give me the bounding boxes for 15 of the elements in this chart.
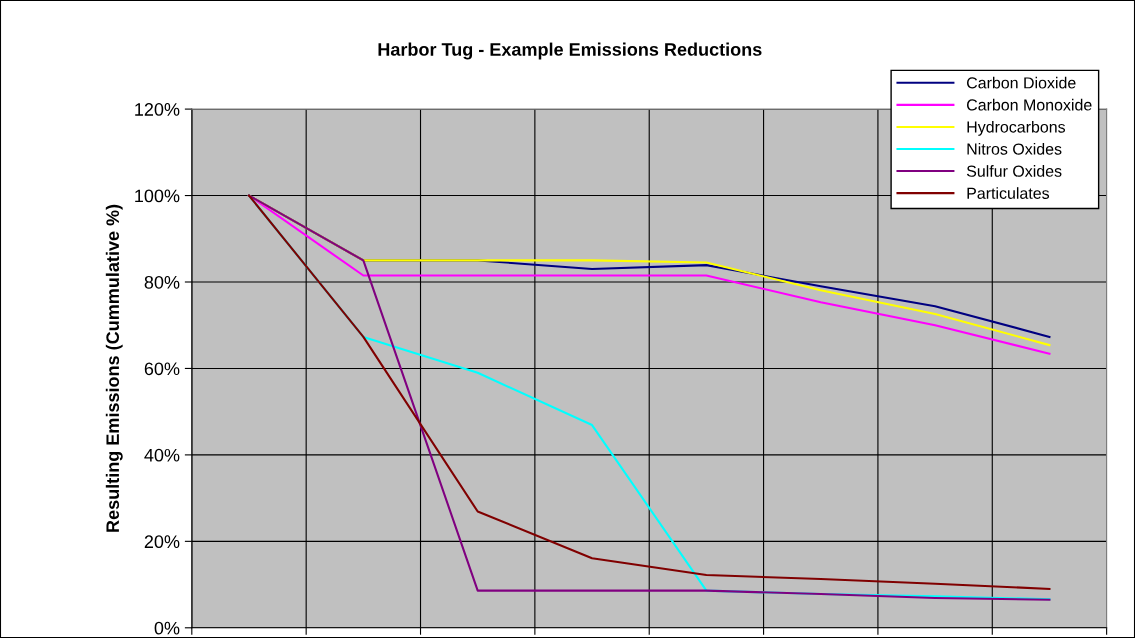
y-tick-label: 100%	[135, 189, 180, 203]
legend-label: Hydrocarbons	[967, 120, 1066, 136]
legend-label: Sulfur Oxides	[966, 165, 1062, 177]
y-tick-label: 40%	[144, 448, 180, 462]
y-tick-label: 120%	[135, 103, 180, 116]
legend-label: Carbon Dioxide	[966, 76, 1076, 89]
y-tick-label: 0%	[154, 621, 180, 635]
chart-title: Harbor Tug - Example Emissions Reductions	[378, 42, 762, 60]
y-axis-title: Resulting Emissions (Cummulative %)	[105, 204, 123, 532]
y-tick-label: 20%	[144, 535, 180, 549]
y-tick-label: 60%	[144, 362, 180, 376]
legend-label: Particulates	[967, 187, 1050, 199]
legend-label: Nitros Oxides	[967, 143, 1062, 155]
y-tick-label: 80%	[144, 275, 180, 289]
legend-label: Carbon Monoxide	[966, 98, 1092, 111]
